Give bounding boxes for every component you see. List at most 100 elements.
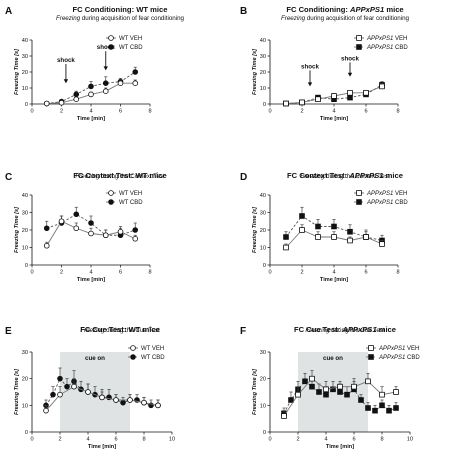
y-tick-label: 30: [22, 211, 28, 217]
data-point: [358, 397, 364, 403]
y-tick-label: 30: [22, 54, 28, 60]
x-tick-label: 4: [332, 270, 335, 276]
data-point: [299, 99, 305, 106]
data-point: [299, 227, 305, 233]
data-point: [315, 96, 321, 103]
data-point: [64, 383, 70, 390]
shock-label: shock: [97, 44, 115, 51]
data-point: [43, 407, 49, 414]
x-tick-label: 4: [324, 437, 327, 443]
x-tick-label: 6: [114, 437, 117, 443]
x-tick-label: 2: [58, 437, 61, 443]
chart-subtitle: Freezing during the Context Test: [300, 173, 390, 180]
legend-marker: [130, 354, 136, 360]
data-point: [302, 378, 308, 385]
data-point: [50, 391, 56, 398]
y-tick-label: 0: [263, 102, 266, 108]
legend-entry: WT CBD: [141, 355, 165, 361]
y-tick-label: 30: [260, 54, 266, 60]
shock-label: shock: [341, 55, 359, 62]
x-tick-label: 2: [296, 437, 299, 443]
data-point: [132, 235, 139, 242]
data-point: [315, 223, 321, 230]
chart-title-part: APPxPS1: [349, 5, 384, 14]
legend-entry-part: CBD: [405, 355, 420, 361]
data-point: [99, 394, 105, 401]
legend-marker: [108, 35, 114, 41]
chart-subtitle: Freezing during the Cue Test: [305, 327, 385, 334]
chart-title: FC Context Test: APPxPS1 mice: [287, 171, 403, 180]
x-tick-label: 4: [89, 270, 92, 276]
data-point: [71, 383, 77, 390]
data-point: [85, 389, 91, 395]
x-tick-label: 8: [380, 437, 383, 443]
chart-subtitle-part: Freezing: [56, 15, 81, 22]
chart-title: FC Cue Test: WT mice: [80, 325, 160, 334]
data-point: [337, 389, 343, 395]
x-tick-label: 2: [60, 109, 63, 115]
shock-arrow-head: [347, 72, 353, 77]
y-tick-label: 40: [260, 38, 266, 44]
data-point: [283, 100, 289, 107]
shock-arrow-head: [307, 82, 313, 87]
data-point: [363, 234, 369, 240]
data-point: [299, 213, 305, 219]
y-tick-label: 20: [22, 377, 28, 383]
y-tick-label: 20: [260, 377, 266, 383]
legend-entry-part: WT VEH: [119, 191, 142, 197]
chart-subtitle: Freezing during acquisition of fear cond…: [281, 15, 410, 22]
chart-subtitle-part: during the Context Test: [324, 173, 390, 180]
chart-title: FC Conditioning: WT mice: [73, 5, 168, 14]
data-point: [283, 244, 289, 251]
chart-title-part: FC Conditioning:: [286, 5, 350, 14]
y-tick-label: 20: [260, 228, 266, 234]
shock-arrow-head: [63, 79, 69, 84]
data-point: [347, 90, 353, 96]
y-tick-label: 10: [22, 403, 28, 409]
chart-subtitle-part: Freezing: [300, 173, 325, 180]
data-point: [363, 90, 369, 96]
data-point: [379, 83, 385, 90]
x-tick-label: 8: [148, 270, 151, 276]
data-point: [295, 391, 301, 398]
data-point: [58, 218, 65, 225]
y-tick-label: 20: [260, 70, 266, 76]
data-point: [309, 375, 315, 382]
data-point: [132, 227, 139, 233]
chart-subtitle-part: during the Context Test: [99, 173, 165, 180]
y-axis-label: Freezing Time [s]: [14, 368, 20, 415]
data-point: [120, 399, 126, 406]
data-point: [113, 397, 119, 403]
x-axis-label: Time [min]: [326, 444, 354, 450]
legend-entry-part: APPxPS1: [366, 36, 393, 42]
data-point: [379, 241, 385, 247]
x-axis-label: Time [min]: [77, 116, 105, 122]
data-point: [102, 232, 109, 239]
data-point: [102, 80, 109, 86]
legend-entry: APPxPS1 CBD: [378, 355, 420, 361]
x-tick-label: 0: [30, 437, 33, 443]
panel-letter: E: [5, 326, 12, 337]
x-axis-label: Time [min]: [320, 277, 348, 283]
chart-title-part: mice: [384, 171, 403, 180]
data-point: [347, 237, 353, 244]
chart-title-part: FC Conditioning:: [73, 5, 137, 14]
chart-title-part: FC Cue Test:: [294, 325, 342, 334]
data-point: [365, 378, 371, 385]
panel-letter: C: [5, 172, 12, 183]
y-tick-label: 30: [260, 350, 266, 356]
legend-entry-part: APPxPS1: [378, 355, 405, 361]
legend-entry: APPxPS1 CBD: [366, 45, 408, 51]
y-axis-label: Freezing Time [s]: [252, 368, 258, 415]
data-point: [393, 405, 399, 411]
series-veh: [43, 79, 139, 107]
y-tick-label: 20: [22, 228, 28, 234]
data-point: [73, 225, 80, 232]
panel-letter: D: [240, 172, 247, 183]
x-tick-label: 8: [396, 270, 399, 276]
y-axis-label: Freezing Time [s]: [14, 48, 20, 95]
data-point: [43, 242, 50, 249]
x-axis-label: Time [min]: [77, 277, 105, 283]
chart-title-part: mice: [377, 325, 396, 334]
